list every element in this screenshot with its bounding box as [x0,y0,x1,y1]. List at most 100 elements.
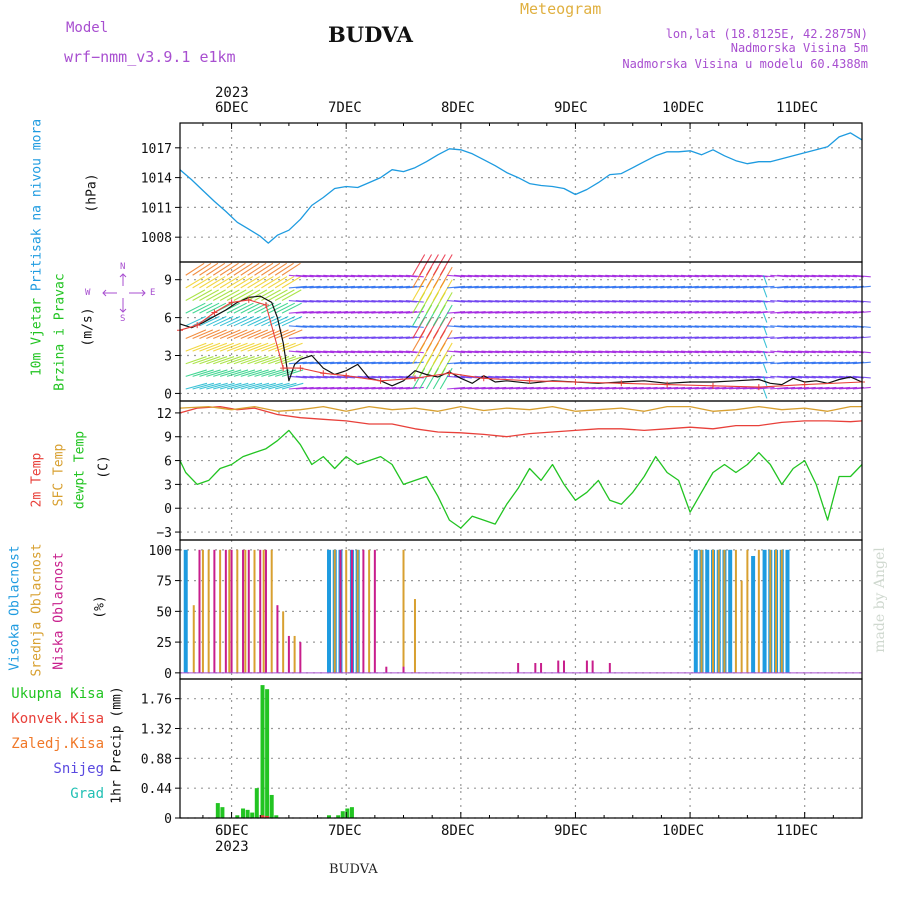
wind-direction-arrow [570,299,589,303]
top-year-label: 2023 [215,85,249,101]
wind-direction-arrow [680,361,699,365]
temperature-line [179,405,863,438]
wind-direction-arrow [646,336,665,339]
wind-direction-arrow [481,336,500,339]
wind-direction-arrow [762,312,768,323]
wind-direction-arrow [467,325,486,328]
wind-direction-arrow [584,274,603,278]
bottom-day-11: 11DEC [776,823,819,839]
watermark: made by Angel [872,547,888,653]
wind-direction-arrow [371,299,390,303]
wind-direction-arrow [749,350,768,354]
wind-direction-arrow [378,375,397,379]
wind-direction-arrow [722,274,741,278]
wind-direction-arrow [563,375,582,379]
wind-direction-arrow [811,361,830,365]
wind-direction-arrow [350,336,369,339]
cloud-bar [693,549,698,673]
wind-direction-arrow [199,276,219,289]
wind-direction-arrow [378,386,397,390]
wind-gust-point [343,372,350,379]
wind-direction-arrow [343,386,362,390]
temp-unit-label: (C) [96,455,112,479]
wind-direction-arrow [488,274,507,278]
precip-bar [220,807,225,818]
wind-direction-arrow [192,329,214,339]
wind-direction-arrow [343,325,362,328]
wind-direction-arrow [185,302,206,314]
wind-direction-arrow [502,350,521,354]
wind-direction-arrow [192,356,214,365]
wind-direction-arrow [385,285,404,289]
wind-direction-arrow [653,375,672,379]
wind-direction-arrow [240,369,262,377]
wind-direction-arrow [522,386,541,390]
wind-direction-arrow [550,350,569,354]
wind-direction-arrow [385,375,404,379]
wind-direction-arrow [550,311,569,314]
wind-direction-arrow [508,299,527,303]
wind-direction-arrow [591,311,610,314]
wind-direction-arrow [667,361,686,365]
wind-direction-arrow [804,274,823,278]
wind-direction-arrow [839,361,858,365]
wind-direction-arrow [715,386,734,390]
wind-direction-arrow [825,361,844,365]
wind-direction-arrow [371,336,390,339]
wind-direction-arrow [825,350,844,354]
wind-direction-arrow [392,325,411,328]
wind-direction-arrow [639,375,658,379]
cloud-bar [608,663,611,673]
wind-direction-arrow [543,336,562,339]
wind-direction-arrow [295,386,314,390]
wind-direction-arrow [728,325,748,328]
wind-direction-arrow [598,274,617,278]
wind-direction-arrow [371,361,390,365]
wind-direction-arrow [378,361,397,365]
wind-direction-arrow [460,361,479,365]
legend-hail: Grad [70,786,104,802]
wind-direction-arrow [488,325,507,328]
wind-direction-arrow [206,329,227,339]
wind-direction-arrow [268,329,289,339]
wind-direction-arrow [495,361,514,365]
wind-direction-arrow [185,382,208,390]
wind-direction-arrow [488,361,507,365]
wind-direction-arrow [199,262,219,276]
wind-direction-arrow [502,274,521,278]
wind-direction-arrow [350,299,369,303]
wind-direction-arrow [591,325,610,328]
wind-direction-arrow [240,342,262,352]
wind-direction-arrow [735,311,754,314]
wind-direction-arrow [529,375,548,379]
wind-direction-arrow [625,311,644,314]
wind-direction-arrow [447,325,466,328]
wind-direction-arrow [784,350,803,354]
wind-direction-arrow [240,382,263,390]
wind-direction-arrow [797,375,816,379]
wind-direction-arrow [268,369,290,377]
wind-direction-arrow [708,386,727,390]
wind-direction-arrow [460,350,479,354]
y-tick-label: 12 [156,407,172,422]
wind-direction-arrow [460,336,479,339]
wind-direction-arrow [343,311,362,314]
wind-direction-arrow [784,386,803,390]
wind-direction-arrow [618,325,637,328]
bottom-day-8: 8DEC [441,823,475,839]
wind-direction-arrow [460,274,479,278]
lonlat-label: lon,lat (18.8125E, 42.2875N) [665,27,868,41]
wind-gust-point [618,380,625,387]
cloud-bar [728,549,733,673]
wind-direction-arrow [742,285,761,289]
wind-direction-arrow [495,375,514,379]
wind-direction-arrow [309,350,328,354]
wind-direction-arrow [323,350,342,354]
wind-direction-arrow [749,274,768,278]
wind-direction-arrow [777,285,796,289]
wind-direction-arrow [213,316,234,327]
wind-direction-arrow [302,350,321,354]
y-tick-label: 9 [164,431,172,446]
wind-direction-arrow [722,299,741,303]
wind-direction-arrow [302,325,321,328]
